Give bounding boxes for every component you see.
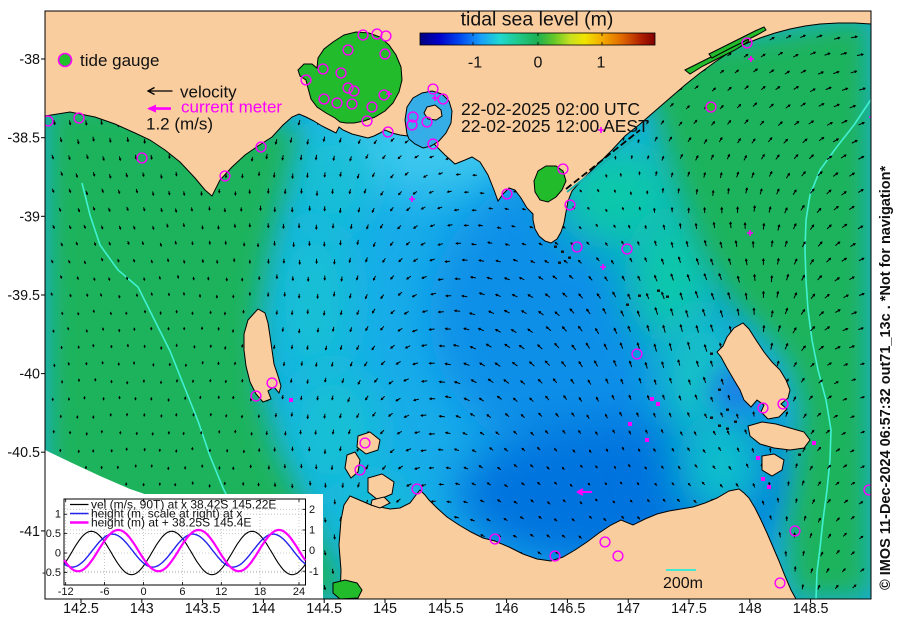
svg-text:1.2 (m/s): 1.2 (m/s) — [146, 115, 213, 134]
svg-text:velocity: velocity — [180, 83, 237, 102]
svg-text:0: 0 — [534, 55, 543, 72]
svg-text:22-02-2025 12:00 AEST: 22-02-2025 12:00 AEST — [461, 116, 649, 136]
svg-text:6: 6 — [179, 586, 185, 598]
svg-text:tide gauge: tide gauge — [80, 51, 159, 70]
svg-text:144.5: 144.5 — [306, 601, 342, 617]
svg-text:vel (m/s, 90T) at x 38.42S 145: vel (m/s, 90T) at x 38.42S 145.22E — [91, 498, 276, 512]
svg-text:-1: -1 — [468, 55, 482, 72]
svg-text:2: 2 — [309, 504, 315, 516]
svg-text:© IMOS 11-Dec-2024 06:57:32 ou: © IMOS 11-Dec-2024 06:57:32 out71_13c . … — [878, 166, 894, 590]
svg-text:-40: -40 — [19, 367, 40, 383]
svg-text:200m: 200m — [663, 575, 703, 592]
svg-text:148: 148 — [738, 601, 762, 617]
svg-text:-12: -12 — [58, 586, 74, 598]
svg-text:-38.5: -38.5 — [7, 131, 40, 147]
svg-text:147: 147 — [616, 601, 640, 617]
svg-text:146: 146 — [495, 601, 519, 617]
svg-text:142.5: 142.5 — [63, 601, 99, 617]
svg-text:1: 1 — [597, 55, 606, 72]
svg-text:0: 0 — [55, 548, 61, 560]
svg-text:22-02-2025 02:00 UTC: 22-02-2025 02:00 UTC — [461, 99, 640, 119]
svg-text:18: 18 — [254, 586, 266, 598]
svg-text:143.5: 143.5 — [185, 601, 221, 617]
svg-text:143: 143 — [130, 601, 154, 617]
svg-text:current meter: current meter — [181, 98, 282, 117]
svg-text:tidal sea level (m): tidal sea level (m) — [461, 9, 614, 31]
svg-text:-39.5: -39.5 — [7, 288, 40, 304]
svg-text:-40.5: -40.5 — [7, 445, 40, 461]
svg-text:-6: -6 — [100, 586, 110, 598]
svg-text:height (m, scale at right) at: height (m, scale at right) at x — [91, 507, 242, 521]
svg-text:-41: -41 — [19, 524, 40, 540]
svg-text:147.5: 147.5 — [671, 601, 707, 617]
svg-text:1: 1 — [309, 525, 315, 537]
svg-text:148.5: 148.5 — [793, 601, 829, 617]
svg-text:144: 144 — [251, 601, 275, 617]
svg-text:146.5: 146.5 — [550, 601, 586, 617]
svg-text:0.5: 0.5 — [46, 528, 61, 540]
svg-text:-39: -39 — [19, 209, 40, 225]
svg-text:-1: -1 — [309, 566, 319, 578]
svg-text:145.5: 145.5 — [428, 601, 464, 617]
svg-text:1: 1 — [55, 509, 61, 521]
svg-text:12: 12 — [215, 586, 227, 598]
svg-text:-38: -38 — [19, 52, 40, 68]
svg-text:0: 0 — [140, 586, 146, 598]
svg-text:0: 0 — [309, 545, 315, 557]
svg-text:24: 24 — [293, 586, 305, 598]
svg-text:height (m) at + 38.25S 145.4E: height (m) at + 38.25S 145.4E — [91, 516, 251, 530]
svg-text:-0.5: -0.5 — [42, 567, 61, 579]
svg-text:145: 145 — [373, 601, 397, 617]
